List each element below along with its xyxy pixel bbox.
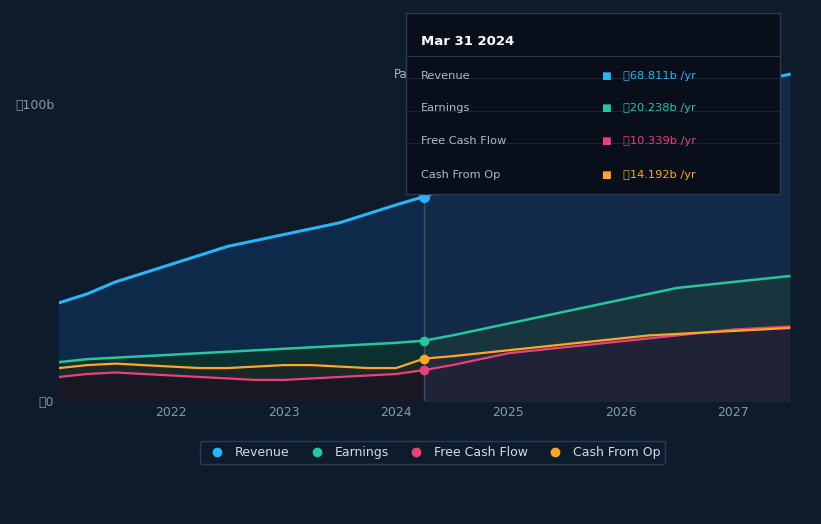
Text: ■: ■: [601, 71, 610, 81]
Text: Free Cash Flow: Free Cash Flow: [421, 136, 507, 146]
Text: Mar 31 2024: Mar 31 2024: [421, 35, 515, 48]
Text: Cash From Op: Cash From Op: [421, 170, 501, 180]
Text: ঐ14.192b /yr: ঐ14.192b /yr: [623, 170, 696, 180]
Text: ঐ10.339b /yr: ঐ10.339b /yr: [623, 136, 696, 146]
Text: ■: ■: [601, 170, 610, 180]
Text: ঐ20.238b /yr: ঐ20.238b /yr: [623, 104, 696, 114]
Text: Revenue: Revenue: [421, 71, 471, 81]
Text: ■: ■: [601, 104, 610, 114]
Text: ঐ68.811b /yr: ঐ68.811b /yr: [623, 71, 696, 81]
Legend: Revenue, Earnings, Free Cash Flow, Cash From Op: Revenue, Earnings, Free Cash Flow, Cash …: [200, 441, 665, 464]
Text: Earnings: Earnings: [421, 104, 470, 114]
Text: Past: Past: [394, 69, 419, 81]
Text: Analysts Forecasts: Analysts Forecasts: [433, 69, 543, 81]
Text: ■: ■: [601, 136, 610, 146]
